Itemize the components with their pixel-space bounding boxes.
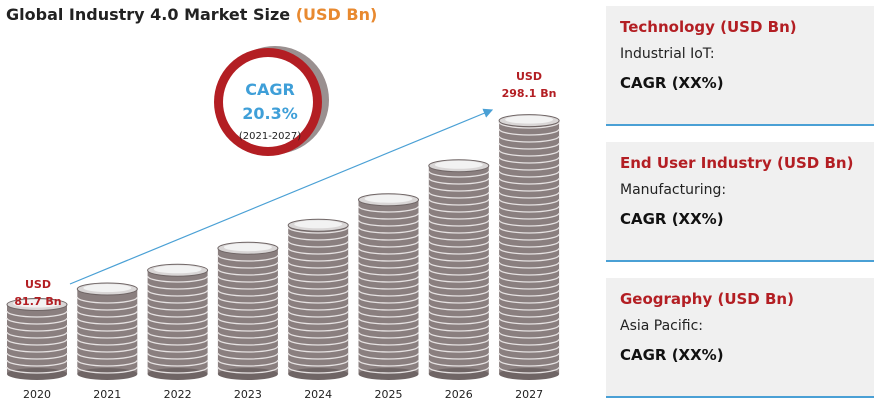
chart-title-main: Global Industry 4.0 Market Size bbox=[6, 5, 296, 24]
panel-title: Technology (USD Bn) bbox=[620, 18, 797, 36]
cagr-period: (2021-2027) bbox=[239, 131, 301, 142]
cagr-label: CAGR bbox=[245, 80, 295, 99]
x-tick-label: 2027 bbox=[515, 388, 543, 401]
coin-stack-bar bbox=[428, 159, 490, 380]
coin-stack-bar bbox=[357, 193, 420, 380]
chart-title: Global Industry 4.0 Market Size (USD Bn) bbox=[6, 5, 377, 24]
panel-cagr: CAGR (XX%) bbox=[620, 346, 724, 364]
coin-stack-bar bbox=[217, 241, 279, 380]
panel-cagr: CAGR (XX%) bbox=[620, 74, 724, 92]
x-tick-label: 2025 bbox=[375, 388, 403, 401]
cagr-value: 20.3% bbox=[242, 104, 298, 123]
x-tick-label: 2021 bbox=[93, 388, 121, 401]
x-tick-label: 2020 bbox=[23, 388, 51, 401]
panel-cagr: CAGR (XX%) bbox=[620, 210, 724, 228]
coin-stack-bar bbox=[287, 218, 349, 380]
chart-title-unit: (USD Bn) bbox=[295, 5, 378, 24]
trend-arrow bbox=[69, 108, 494, 285]
first-value-currency: USD bbox=[25, 278, 51, 291]
cagr-ring-inner bbox=[223, 57, 313, 147]
last-value-currency: USD bbox=[516, 70, 542, 83]
coin-stack-bar bbox=[6, 298, 68, 380]
coin-stack-bar bbox=[76, 282, 138, 380]
coin-stack-bar bbox=[498, 114, 560, 380]
last-value-amount: 298.1 Bn bbox=[502, 87, 557, 100]
coin-stacks bbox=[6, 114, 560, 380]
x-tick-label: 2024 bbox=[304, 388, 332, 401]
x-tick-label: 2026 bbox=[445, 388, 473, 401]
x-axis-labels: 2020 2021 2022 2023 2024 2025 2026 2027 bbox=[23, 388, 543, 401]
first-value-amount: 81.7 Bn bbox=[14, 295, 61, 308]
coin-stack-bar bbox=[146, 263, 209, 380]
segment-panel-geography: Geography (USD Bn) Asia Pacific: CAGR (X… bbox=[606, 278, 874, 398]
coin-stack-chart: CAGR 20.3% (2021-2027) USD 81.7 Bn USD 2… bbox=[6, 46, 560, 401]
panel-title: Geography (USD Bn) bbox=[620, 290, 794, 308]
panel-title: End User Industry (USD Bn) bbox=[620, 154, 854, 172]
panel-segment: Asia Pacific: bbox=[620, 318, 704, 334]
x-tick-label: 2023 bbox=[234, 388, 262, 401]
segment-panel-technology: Technology (USD Bn) Industrial IoT: CAGR… bbox=[606, 6, 874, 126]
x-tick-label: 2022 bbox=[164, 388, 192, 401]
segment-panel-end-user-industry: End User Industry (USD Bn) Manufacturing… bbox=[606, 142, 874, 262]
panel-segment: Manufacturing: bbox=[620, 182, 727, 198]
panel-segment: Industrial IoT: bbox=[620, 46, 715, 62]
cagr-badge: CAGR 20.3% (2021-2027) bbox=[214, 46, 329, 156]
